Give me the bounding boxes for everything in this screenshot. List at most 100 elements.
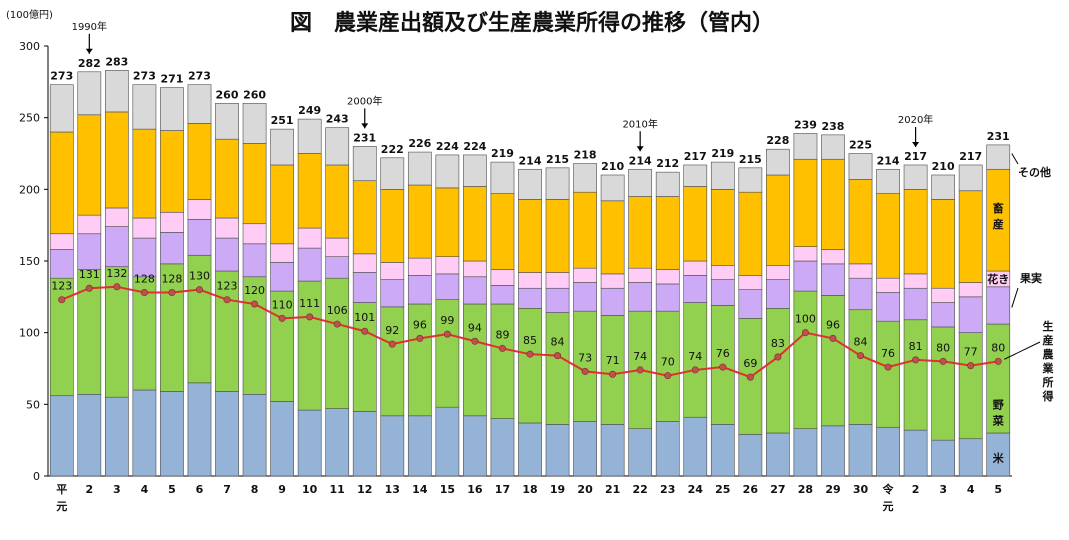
x-tick-label: 27 [770,483,785,496]
bar-segment [215,103,239,140]
bar-segment [821,134,845,160]
year-annotation-label: 2010年 [622,117,657,130]
x-tick-label: 6 [196,483,204,496]
x-tick-label: 12 [357,483,372,496]
income-value-label: 74 [688,350,702,363]
bar-segment [545,167,570,200]
bar-segment [490,161,515,194]
total-label: 214 [519,154,542,167]
income-point [691,366,699,374]
total-label: 224 [463,140,486,153]
bar-segment [655,269,680,285]
income-point [113,283,121,291]
total-label: 224 [436,140,459,153]
bar-segment [876,277,900,293]
bar-segment [297,118,322,154]
income-point [195,286,203,294]
total-label: 218 [574,149,597,162]
income-point [388,340,396,348]
income-value-label: 85 [523,334,537,347]
income-point [333,320,341,328]
income-point [774,353,782,361]
income-value-label: 128 [161,273,182,286]
bar-segment [352,411,377,477]
total-label: 214 [877,154,900,167]
total-label: 214 [629,154,652,167]
x-tick-label: 7 [223,483,231,496]
x-tick-label: 29 [825,483,840,496]
x-tick-label: 15 [440,483,455,496]
bar-segment [325,237,350,257]
vegetables-label-char: 野 [993,399,1004,412]
bar-segment [600,174,625,202]
bar-segment [793,246,818,262]
bar-segment [352,180,377,255]
x-tick-label: 4 [141,483,149,496]
bar-segment [407,257,432,276]
x-tick-label: 9 [278,483,286,496]
bar-segment [380,415,405,477]
bar-segment [821,158,845,250]
income-label-char: 生 [1043,319,1054,333]
bar-stack [297,118,322,477]
bar-segment [821,249,845,265]
bar-stack [683,164,708,477]
income-value-label: 84 [854,336,868,349]
bar-segment [380,279,405,308]
income-point [416,334,424,342]
bar-segment [187,123,212,200]
total-label: 231 [987,130,1010,143]
bar-segment [49,395,74,477]
total-label: 231 [353,131,376,144]
x-tick-label: 13 [385,483,400,496]
income-value-label: 123 [217,280,238,293]
bar-segment [463,154,487,187]
livestock-label-char: 産 [993,217,1004,231]
bar-stack [215,103,239,477]
bar-segment [958,282,983,298]
bar-segment [270,128,294,166]
income-point [251,300,259,308]
y-axis-unit: (100億円) [6,8,53,21]
income-point [857,352,865,360]
total-label: 273 [133,70,156,83]
annotation-arrowhead [912,141,920,147]
bar-segment [160,87,184,131]
bar-segment [160,130,184,213]
total-label: 219 [711,147,734,160]
income-value-label: 76 [881,347,895,360]
bar-stack [325,127,350,477]
bar-segment [352,253,377,273]
bar-stack [821,134,845,477]
bar-stack [545,167,570,477]
bar-segment [77,214,102,235]
bar-segment [104,226,129,268]
x-tick-label: 17 [495,483,510,496]
bar-segment [710,161,735,190]
income-value-label: 77 [964,346,978,359]
bar-segment [463,260,487,278]
bar-segment [986,286,1011,325]
bar-segment [766,432,790,477]
income-point [443,330,451,338]
total-label: 215 [546,153,569,166]
bar-segment [463,415,487,477]
x-tick-label: 23 [660,483,675,496]
bar-segment [490,303,515,419]
bar-segment [683,164,708,187]
year-annotation-label: 2020年 [898,113,933,126]
x-tick-label: 28 [798,483,813,496]
total-label: 210 [601,160,624,173]
income-value-label: 131 [79,268,100,281]
income-value-label: 99 [440,314,454,327]
bar-segment [49,233,74,250]
income-point [801,329,809,337]
x-tick-label: 3 [939,483,947,496]
income-value-label: 96 [413,318,427,331]
bar-segment [931,174,956,200]
bar-segment [683,260,708,276]
bar-segment [986,144,1011,170]
bar-stack [132,84,157,477]
income-point [994,357,1002,365]
